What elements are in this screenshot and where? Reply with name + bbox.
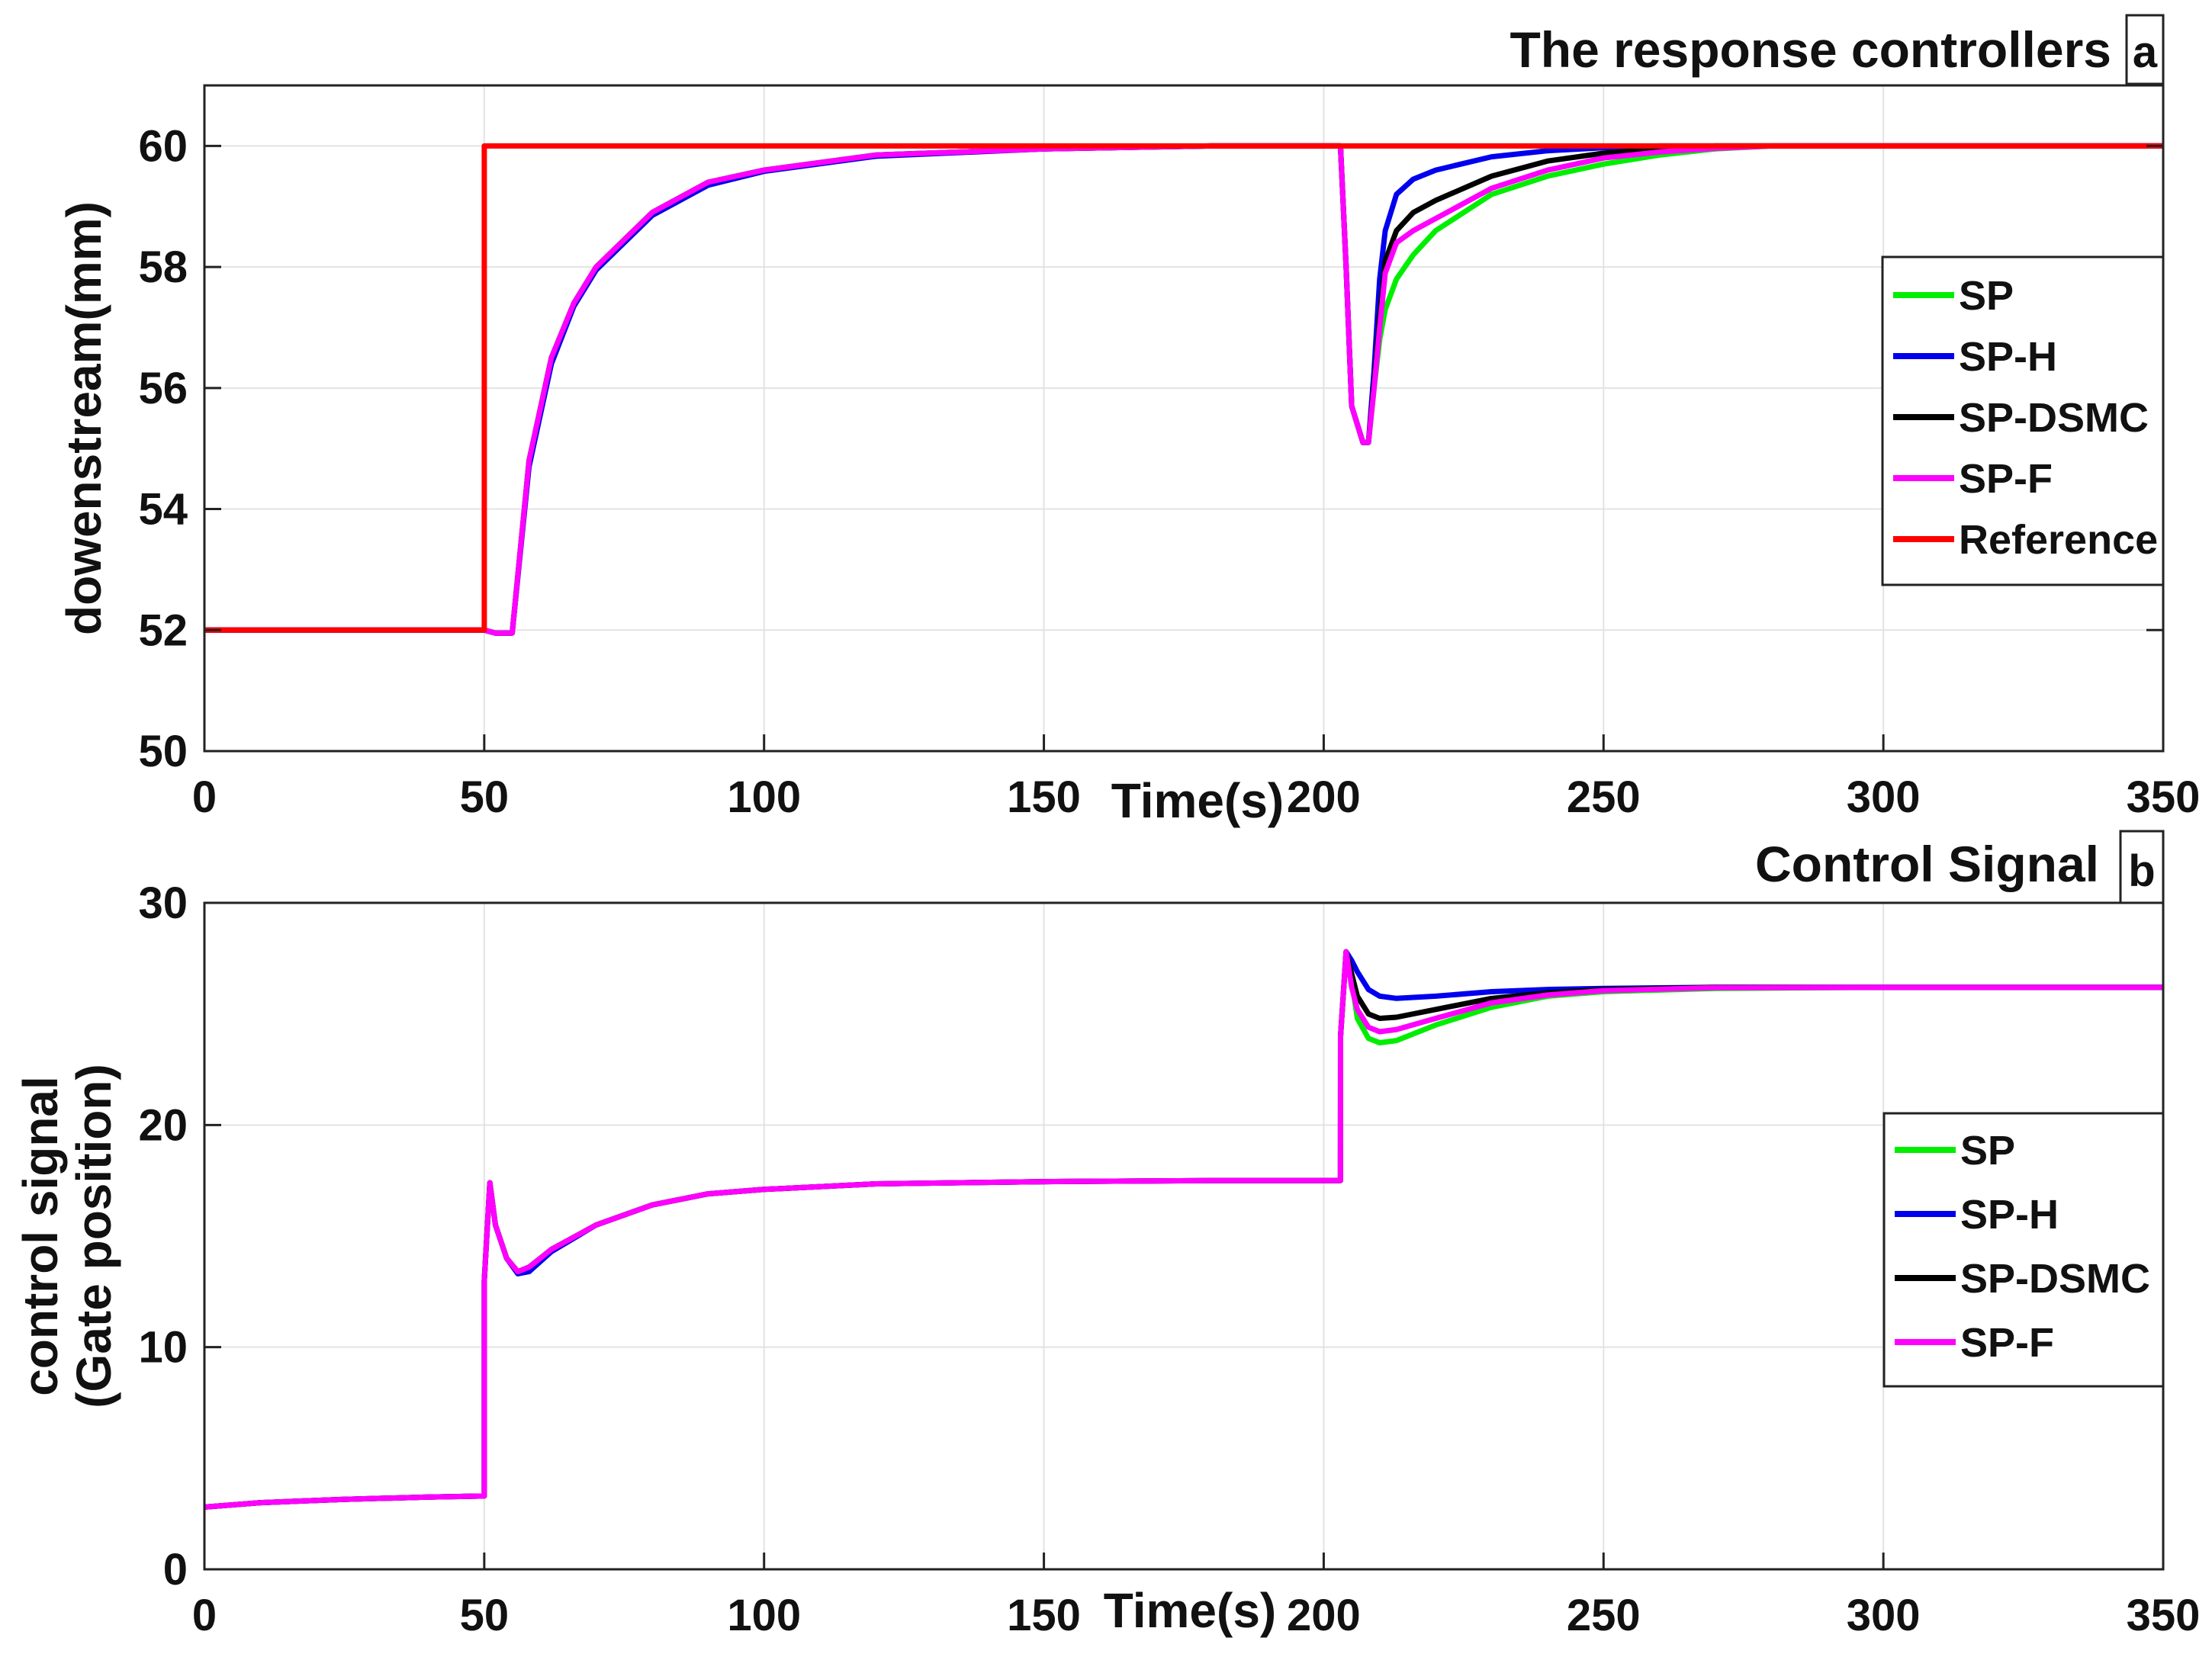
panel-b-tag-box xyxy=(2119,830,2165,904)
panel-a-xtick-label-5: 250 xyxy=(1567,772,1641,822)
panel-a-x-axis-label: Time(s) xyxy=(1111,773,1284,828)
panel-a-tag-label: a xyxy=(2133,27,2158,77)
panel-a-ytick-label-3: 56 xyxy=(138,364,188,413)
panel-b-series-sp-f xyxy=(204,949,2163,1510)
panel-b-x-axis-label: Time(s) xyxy=(1104,1583,1276,1638)
panel-b-legend-label-sp-f: SP-F xyxy=(1960,1320,2054,1366)
panel-b-legend-label-sp-dsmc: SP-DSMC xyxy=(1960,1256,2150,1302)
panel-a-xtick-label-4: 200 xyxy=(1287,772,1361,822)
panel-a-xtick-label-7: 350 xyxy=(2127,772,2201,822)
panel-a-xtick-label-0: 0 xyxy=(192,772,217,822)
panel-b-control-signal-chart: 0 50 100 150 200 250 300 350 0 10 20 30 Time(s) contr… xyxy=(13,830,2201,1640)
panel-a-legend: SP SP-H SP-DSMC SP-F Reference xyxy=(1881,255,2165,586)
panel-a-y-axis-label: dowenstream(mm) xyxy=(56,201,111,635)
panel-b-y-axis-label-line-2: (Gate position) xyxy=(66,1064,121,1408)
panel-a-legend-label-sp: SP xyxy=(1959,273,2014,319)
panel-b-xtick-label-4: 200 xyxy=(1287,1591,1361,1640)
panel-a-series-reference xyxy=(204,143,2163,633)
panel-a-xtick-label-2: 100 xyxy=(727,772,801,822)
panel-a-title: The response controllers xyxy=(1509,21,2111,78)
panel-a-legend-label-sp-dsmc: SP-DSMC xyxy=(1959,395,2149,441)
panel-a-legend-label-reference: Reference xyxy=(1959,517,2158,563)
panel-b-xtick-label-1: 50 xyxy=(460,1591,510,1640)
panel-b-legend-label-sp: SP xyxy=(1960,1128,2015,1174)
panel-b-xtick-label-0: 0 xyxy=(192,1591,217,1640)
panel-a-xtick-label-6: 300 xyxy=(1847,772,1921,822)
panel-a-ytick-label-2: 54 xyxy=(138,485,188,535)
panel-a-legend-label-sp-f: SP-F xyxy=(1959,456,2053,502)
panel-a-response-chart: 0 50 100 150 200 250 300 350505254565860Time(s)… xyxy=(56,14,2201,828)
panel-a-ytick-label-4: 58 xyxy=(138,242,188,292)
panel-a-xtick-label-1: 50 xyxy=(460,772,510,822)
panel-a-xtick-label-3: 150 xyxy=(1007,772,1081,822)
panel-b-ytick-label-3: 30 xyxy=(138,878,188,928)
panel-b-tag-label: b xyxy=(2128,846,2155,896)
panel-a-legend-box xyxy=(1881,255,2165,586)
panel-b-title: Control Signal xyxy=(1755,836,2099,892)
panel-b-xtick-label-5: 250 xyxy=(1567,1591,1641,1640)
panel-b-xtick-label-3: 150 xyxy=(1007,1591,1081,1640)
panel-b-ytick-label-0: 0 xyxy=(163,1545,188,1594)
panel-a-ytick-label-0: 50 xyxy=(138,727,188,776)
panel-b-ytick-label-2: 20 xyxy=(138,1100,188,1150)
panel-b-xtick-label-7: 350 xyxy=(2127,1591,2201,1640)
panel-a-series-sp-f xyxy=(204,143,2163,636)
panel-a-ytick-label-5: 60 xyxy=(138,121,188,171)
panel-b-legend: SP SP-H SP-DSMC SP-F xyxy=(1882,1112,2165,1388)
panel-b-xtick-label-6: 300 xyxy=(1847,1591,1921,1640)
panel-a-ytick-label-1: 52 xyxy=(138,605,188,655)
panel-b-y-axis-label-line-1: control signal xyxy=(13,1076,68,1396)
panel-a-legend-label-sp-h: SP-H xyxy=(1959,334,2057,380)
panel-b-ytick-label-1: 10 xyxy=(138,1323,188,1373)
panel-a-tag-box xyxy=(2125,14,2165,85)
panel-b-xtick-label-2: 100 xyxy=(727,1591,801,1640)
panel-b-legend-label-sp-h: SP-H xyxy=(1960,1192,2059,1238)
